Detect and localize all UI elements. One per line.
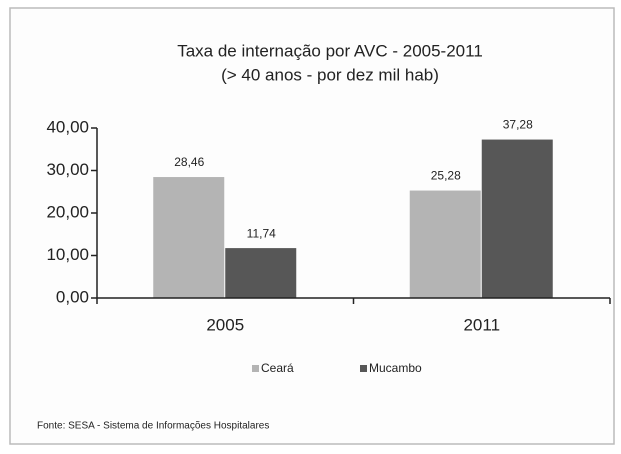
legend-label: Mucambo — [369, 361, 422, 375]
source-note: Fonte: SESA - Sistema de Informações Hos… — [37, 421, 269, 432]
y-tick-label: 0,00 — [56, 287, 89, 306]
bar — [225, 248, 297, 298]
y-tick-label: 40,00 — [46, 117, 89, 136]
y-tick-label: 10,00 — [46, 245, 89, 264]
value-label: 28,46 — [174, 155, 204, 169]
value-label: 37,28 — [503, 118, 533, 132]
x-tick-label: 2011 — [463, 315, 500, 334]
legend-swatch — [252, 365, 259, 372]
bar — [481, 139, 553, 298]
value-label: 25,28 — [431, 169, 461, 183]
chart-title: Taxa de internação por AVC - 2005-2011 — [177, 41, 483, 60]
bar — [409, 190, 481, 298]
legend-label: Ceará — [261, 361, 294, 375]
x-tick-label: 2005 — [206, 315, 244, 334]
legend-swatch — [360, 365, 367, 372]
value-label: 11,74 — [247, 226, 276, 240]
y-tick-label: 20,00 — [46, 202, 89, 221]
y-tick-label: 30,00 — [46, 160, 89, 179]
bar — [153, 177, 225, 298]
chart-subtitle: (> 40 anos - por dez mil hab) — [221, 65, 439, 84]
